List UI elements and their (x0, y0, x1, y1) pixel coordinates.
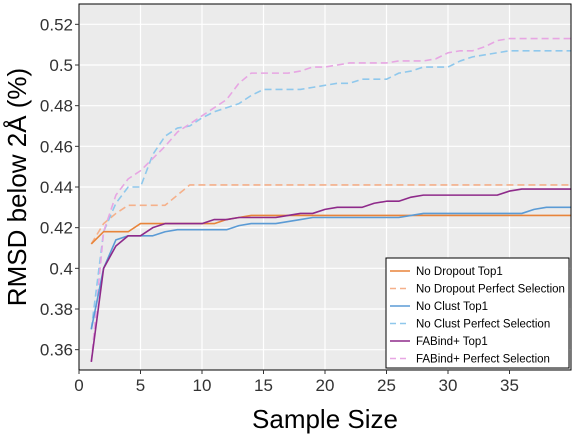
x-tick-label: 25 (377, 376, 396, 395)
legend-label: No Dropout Perfect Selection (416, 284, 565, 296)
legend-label: FABind+ Perfect Selection (416, 354, 550, 366)
series-layer (90, 37, 571, 362)
x-tick-label: 15 (254, 376, 273, 395)
y-tick-label: 0.52 (40, 15, 73, 34)
y-tick-label: 0.42 (40, 219, 73, 238)
legend-label: No Dropout Top1 (416, 266, 503, 278)
series-line-no-dropout-perfect-selection (90, 184, 571, 245)
y-tick-label: 0.48 (40, 97, 73, 116)
series-line-no-clust-perfect-selection (90, 49, 571, 330)
y-axis-ticks: 0.36 0.38 0.4 0.42 0.44 0.46 0.48 0.5 0.52 (40, 15, 79, 360)
y-tick-label: 0.38 (40, 300, 73, 319)
y-tick-label: 0.36 (40, 341, 73, 360)
x-tick-label: 20 (316, 376, 335, 395)
x-tick-label: 5 (136, 376, 145, 395)
legend-label: No Clust Perfect Selection (416, 319, 550, 331)
y-axis-title: RMSD below 2Å (%) (2, 68, 32, 306)
series-line-fabind-top1 (90, 188, 571, 362)
legend: No Dropout Top1 No Dropout Perfect Select… (385, 257, 570, 369)
x-axis-ticks: 0 5 10 15 20 25 30 35 (74, 370, 519, 395)
legend-box (385, 257, 570, 369)
x-tick-label: 35 (500, 376, 519, 395)
series-line-fabind-perfect-selection (90, 37, 571, 362)
y-tick-label: 0.44 (40, 178, 73, 197)
legend-label: No Clust Top1 (416, 301, 488, 313)
x-tick-label: 30 (439, 376, 458, 395)
legend-label: FABind+ Top1 (416, 336, 488, 348)
y-tick-label: 0.5 (49, 56, 73, 75)
y-tick-label: 0.4 (49, 259, 73, 278)
series-line-no-clust-top1 (90, 206, 571, 330)
x-tick-label: 10 (193, 376, 212, 395)
x-axis-title: Sample Size (252, 404, 398, 434)
x-tick-label: 0 (74, 376, 83, 395)
y-tick-label: 0.46 (40, 137, 73, 156)
